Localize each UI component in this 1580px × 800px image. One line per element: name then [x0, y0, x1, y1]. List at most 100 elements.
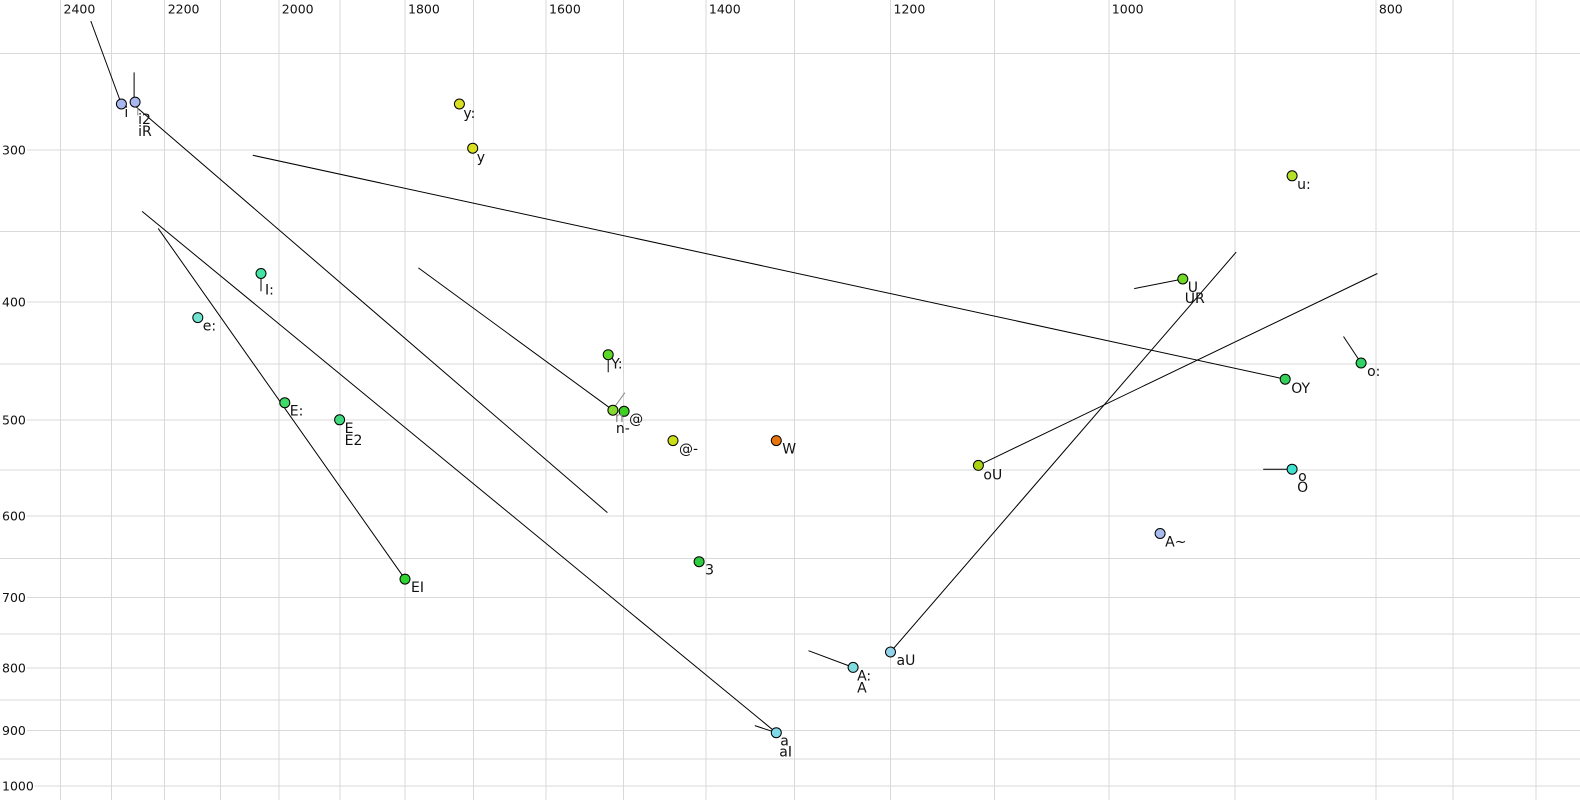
vowel-label-A:-1: A	[857, 680, 867, 696]
vowel-label-E:: E:	[290, 404, 304, 420]
vowel-label-o-1: O	[1297, 480, 1308, 496]
vowel-label-A~: A~	[1165, 535, 1186, 551]
x-tick-label-2400: 2400	[64, 2, 96, 17]
trajectory-line-2	[134, 105, 608, 513]
vowel-point-EI[interactable]	[399, 573, 411, 585]
trajectory-line-8	[890, 251, 1237, 653]
vowel-label-I:: I:	[265, 283, 274, 299]
data-points-layer	[115, 96, 1367, 739]
vowel-label-y: y	[477, 150, 485, 166]
vowel-label-o:: o:	[1367, 364, 1380, 380]
y-tick-bg-1000	[0, 778, 35, 794]
x-tick-bg-1200	[891, 1, 926, 16]
x-tick-label-1400: 1400	[709, 2, 741, 17]
y-tick-bg-600	[0, 508, 27, 525]
vowel-point-E:[interactable]	[279, 397, 291, 409]
y-tick-label-300: 300	[2, 143, 26, 158]
vowel-point-n-[interactable]	[607, 404, 619, 416]
vowel-point-aU[interactable]	[885, 646, 896, 658]
vowel-label-W: W	[782, 442, 796, 458]
vowel-label-OY: OY	[1291, 381, 1310, 397]
vowel-label-EI: EI	[411, 580, 424, 596]
x-tick-label-2200: 2200	[168, 2, 200, 17]
vowel-label-A:: A:	[857, 668, 871, 684]
x-axis-tick-labels: 2400 2200 2000 1800 1600 1400 1200 1000 800	[61, 1, 1404, 17]
trajectory-line-16	[614, 392, 626, 407]
x-tick-bg-2000	[279, 1, 315, 16]
x-tick-bg-2200	[165, 1, 201, 16]
vowel-point-I:[interactable]	[255, 268, 267, 279]
vowel-point-3[interactable]	[693, 556, 705, 568]
vowel-label-u:: u:	[1297, 177, 1311, 193]
x-tick-bg-1400	[706, 1, 742, 16]
y-tick-label-800: 800	[2, 661, 26, 676]
vowel-point-A:[interactable]	[847, 661, 859, 673]
y-axis-tick-labels: 300 400 500 600 700 800 900 1000	[0, 142, 35, 794]
y-tick-label-500: 500	[2, 412, 26, 427]
vowel-point-OY[interactable]	[1279, 373, 1291, 385]
y-tick-bg-300	[0, 142, 27, 158]
trajectory-line-7	[978, 273, 1378, 466]
x-tick-label-800: 800	[1379, 2, 1403, 17]
vowel-point-i2[interactable]	[129, 96, 141, 108]
vowel-label-@-: @-	[679, 442, 698, 458]
y-tick-label-700: 700	[2, 590, 26, 605]
x-tick-bg-1800	[406, 1, 441, 16]
x-tick-bg-2400	[61, 1, 96, 16]
y-tick-label-400: 400	[2, 295, 26, 310]
vowel-label-oU: oU	[983, 467, 1002, 483]
y-tick-bg-400	[0, 294, 27, 310]
vowel-point-o:[interactable]	[1355, 357, 1367, 369]
vowel-point-y:[interactable]	[453, 98, 465, 110]
y-tick-label-600: 600	[2, 509, 26, 524]
vowel-label-n--1: n-	[616, 421, 630, 437]
y-tick-bg-800	[0, 660, 27, 677]
vowel-label-y:: y:	[463, 106, 475, 122]
trajectory-line-9	[808, 650, 854, 668]
vowel-point-oU[interactable]	[972, 459, 984, 471]
trajectory-lines-layer	[90, 20, 1378, 734]
trajectory-line-3	[141, 211, 777, 734]
vowel-label-@: @	[629, 411, 643, 427]
vowel-label-3: 3	[705, 563, 714, 579]
vowel-point-@-[interactable]	[667, 435, 679, 447]
y-tick-label-900: 900	[2, 723, 26, 738]
vowel-point-U[interactable]	[1177, 273, 1189, 285]
vowel-label-E-1: E2	[345, 433, 363, 449]
x-tick-label-2000: 2000	[282, 2, 314, 17]
trajectory-line-6	[418, 267, 614, 411]
vowel-label-i: i	[124, 105, 128, 121]
vowel-point-a[interactable]	[770, 727, 782, 739]
x-tick-bg-1600	[547, 1, 582, 16]
vowel-point-e:[interactable]	[192, 312, 204, 324]
vowel-point-u:[interactable]	[1286, 170, 1298, 182]
vowel-point-i[interactable]	[115, 98, 127, 110]
x-tick-bg-1000	[1109, 1, 1145, 16]
vowel-point-@[interactable]	[618, 405, 630, 417]
trajectory-line-5	[252, 154, 1286, 380]
y-tick-bg-900	[0, 722, 27, 739]
vowel-label-a-1: aI	[779, 745, 792, 761]
y-tick-bg-500	[0, 411, 27, 428]
vowel-point-Y:[interactable]	[602, 349, 614, 361]
x-tick-label-1200: 1200	[894, 2, 926, 17]
trajectory-line-0	[90, 20, 122, 105]
vowel-point-A~[interactable]	[1154, 528, 1166, 539]
trajectory-line-12	[1134, 278, 1183, 290]
vowel-point-o[interactable]	[1286, 463, 1298, 475]
vowel-point-E[interactable]	[334, 414, 346, 426]
vowel-label-aU: aU	[897, 653, 916, 669]
x-tick-label-1600: 1600	[549, 2, 581, 17]
vowel-point-W[interactable]	[770, 435, 782, 447]
vowel-label-i2: i2	[138, 112, 151, 128]
vowel-label-U: U	[1188, 280, 1198, 296]
vowel-label-n-: n	[615, 410, 624, 426]
y-tick-bg-700	[0, 589, 27, 606]
vowel-label-Y:: Y:	[610, 357, 622, 373]
vowel-point-y[interactable]	[467, 142, 479, 154]
x-tick-label-1000: 1000	[1112, 2, 1144, 17]
